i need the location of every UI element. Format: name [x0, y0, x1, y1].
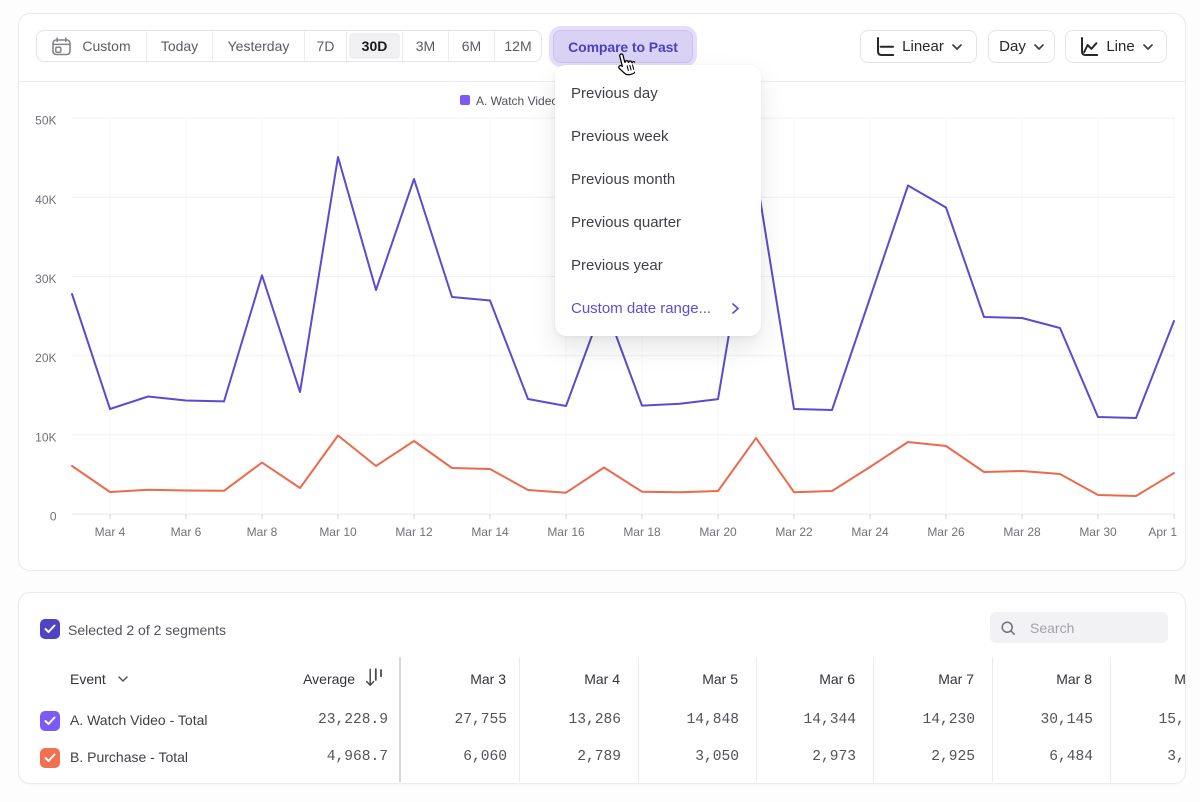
- svg-text:50K: 50K: [35, 114, 56, 128]
- svg-text:40K: 40K: [35, 193, 56, 207]
- svg-text:Mar 20: Mar 20: [699, 525, 737, 539]
- svg-text:0: 0: [50, 510, 57, 524]
- svg-text:Mar 30: Mar 30: [1079, 525, 1117, 539]
- svg-text:Mar 8: Mar 8: [247, 525, 278, 539]
- svg-text:10K: 10K: [35, 430, 56, 444]
- svg-text:Mar 18: Mar 18: [623, 525, 661, 539]
- svg-text:Mar 12: Mar 12: [395, 525, 433, 539]
- svg-text:Mar 16: Mar 16: [547, 525, 585, 539]
- svg-text:20K: 20K: [35, 351, 56, 365]
- svg-text:Mar 28: Mar 28: [1003, 525, 1041, 539]
- svg-text:Mar 10: Mar 10: [319, 525, 357, 539]
- svg-text:Mar 22: Mar 22: [775, 525, 813, 539]
- svg-text:Mar 26: Mar 26: [927, 525, 965, 539]
- svg-text:Mar 4: Mar 4: [95, 525, 126, 539]
- svg-text:Apr 1: Apr 1: [1148, 525, 1177, 539]
- svg-text:30K: 30K: [35, 272, 56, 286]
- svg-text:Mar 14: Mar 14: [471, 525, 509, 539]
- svg-text:Mar 6: Mar 6: [171, 525, 202, 539]
- svg-text:Mar 24: Mar 24: [851, 525, 889, 539]
